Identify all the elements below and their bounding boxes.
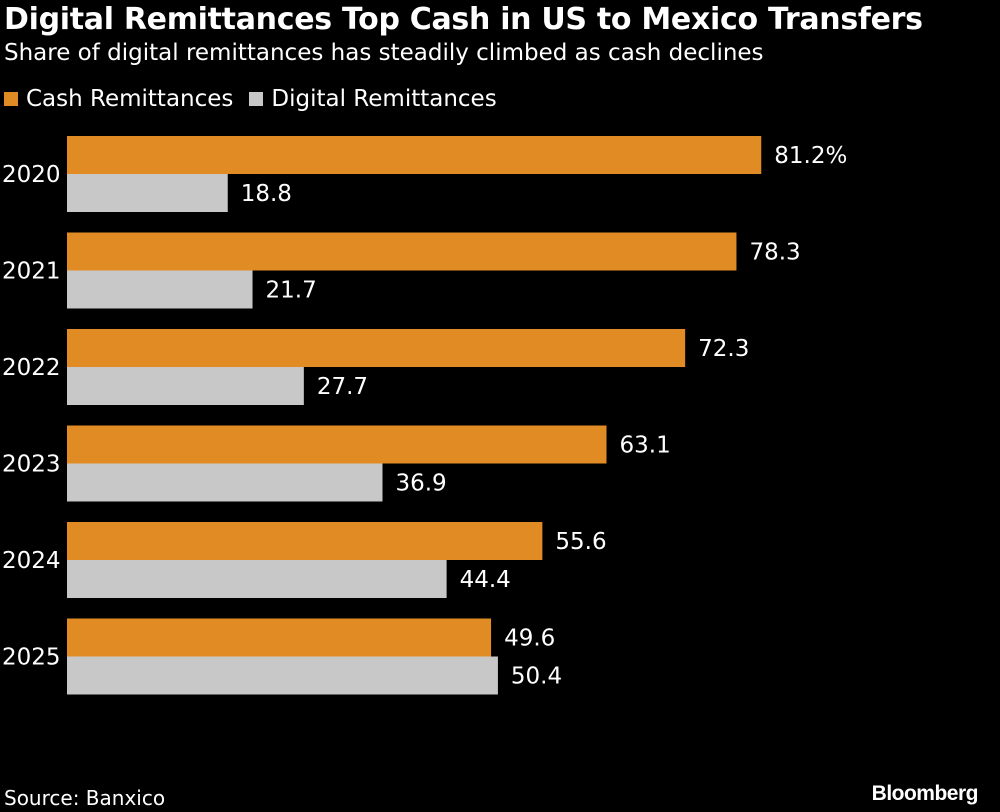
bar-digital-2022 (67, 367, 304, 405)
y-tick-label-2021: 2021 (2, 259, 61, 285)
legend-swatch-cash (4, 92, 18, 106)
data-label-digital-2024: 44.4 (460, 567, 511, 593)
bloomberg-logo: Bloomberg (871, 782, 979, 805)
legend-label-cash: Cash Remittances (26, 86, 234, 112)
data-label-cash-2024: 55.6 (555, 529, 606, 555)
data-label-cash-2020: 81.2% (774, 143, 847, 169)
y-tick-label-2025: 2025 (2, 645, 61, 671)
data-label-digital-2022: 27.7 (317, 374, 368, 400)
source-note: Source: Banxico (4, 786, 166, 810)
bar-cash-2020 (67, 136, 762, 174)
legend-swatch-digital (249, 92, 264, 106)
data-label-digital-2023: 36.9 (395, 471, 446, 497)
data-label-cash-2021: 78.3 (749, 240, 800, 266)
legend-item-cash: Cash Remittances (4, 86, 233, 112)
chart-subtitle: Share of digital remittances has steadil… (4, 40, 764, 66)
data-label-cash-2022: 72.3 (698, 336, 749, 362)
bar-digital-2020 (67, 174, 228, 212)
y-tick-label-2023: 2023 (2, 452, 61, 478)
bar-cash-2024 (67, 522, 543, 560)
legend-item-digital: Digital Remittances (249, 86, 497, 112)
data-label-cash-2023: 63.1 (620, 433, 671, 459)
legend-label-digital: Digital Remittances (271, 86, 497, 112)
chart-legend: Cash Remittances Digital Remittances (4, 86, 513, 112)
bar-cash-2021 (67, 232, 737, 271)
bar-digital-2024 (67, 560, 447, 598)
bar-cash-2022 (67, 329, 686, 367)
y-tick-label-2022: 2022 (2, 355, 61, 381)
y-tick-label-2024: 2024 (2, 548, 61, 574)
data-label-digital-2025: 50.4 (511, 664, 562, 690)
bar-cash-2023 (67, 425, 607, 464)
chart-title: Digital Remittances Top Cash in US to Me… (4, 2, 923, 37)
bar-digital-2021 (67, 270, 253, 309)
bar-cash-2025 (67, 618, 492, 657)
bar-digital-2023 (67, 463, 383, 502)
y-tick-label-2020: 2020 (2, 162, 61, 188)
data-label-digital-2021: 21.7 (266, 278, 317, 304)
bar-digital-2025 (67, 656, 498, 695)
data-label-cash-2025: 49.6 (504, 626, 555, 652)
data-label-digital-2020: 18.8 (241, 181, 292, 207)
